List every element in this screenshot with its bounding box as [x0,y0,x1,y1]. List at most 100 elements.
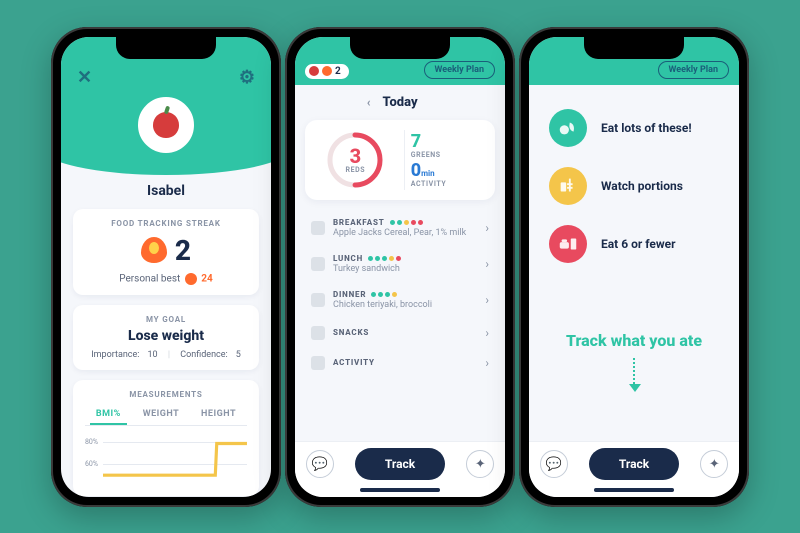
chart-line [103,432,247,497]
meal-sub: Turkey sandwich [333,264,477,274]
username: Isabel [73,183,259,199]
screen-tips: Weekly Plan Eat lots of these! Watch por… [529,37,739,497]
home-indicator [360,488,440,492]
meal-icon [311,326,325,340]
goal-title: Lose weight [85,328,247,344]
meal-icon [311,293,325,307]
gear-icon[interactable]: ⚙ [239,67,255,88]
streak-card: FOOD TRACKING STREAK 2 Personal best 24 [73,209,259,295]
measurements-label: MEASUREMENTS [85,390,247,399]
meal-icon [311,356,325,370]
dot-g [368,256,373,261]
phone-today: 2 Weekly Plan ‹ Today › 3 REDS [285,27,515,507]
date-nav: ‹ Today › [295,85,505,120]
chevron-left-icon[interactable]: ‹ [367,95,371,109]
meal-sub: Chicken teriyaki, broccoli [333,300,477,310]
chevron-right-icon: › [485,293,489,307]
weekly-plan-button[interactable]: Weekly Plan [658,61,729,79]
tip-row: Watch portions [549,167,719,205]
date-label: Today [383,95,418,110]
importance-label: Importance: [91,350,139,360]
meal-row[interactable]: LUNCH Turkey sandwich › [311,246,489,282]
meal-dots [371,292,397,297]
dot-r [396,256,401,261]
meal-name: LUNCH [333,254,363,263]
track-button[interactable]: Track [355,448,445,480]
tip-text: Eat lots of these! [601,121,692,135]
streak-pill[interactable]: 2 [305,64,349,79]
meal-row[interactable]: SNACKS › [311,318,489,348]
meal-name: BREAKFAST [333,218,385,227]
dot-r [411,220,416,225]
meal-name: ACTIVITY [333,358,375,367]
personal-best-value: 24 [201,273,212,284]
flame-dot-icon [322,66,332,76]
goal-label: MY GOAL [85,315,247,324]
tab-bmi[interactable]: BMI% [90,405,127,425]
meal-sub: Apple Jacks Cereal, Pear, 1% milk [333,228,477,238]
compass-icon[interactable]: ✦ [466,450,494,478]
reds-label: REDS [346,166,366,174]
stats-card: 3 REDS 7 GREENS 0min ACTIVITY [305,120,495,200]
chevron-right-icon: › [485,326,489,340]
home-indicator [594,488,674,492]
confidence-label: Confidence: [180,350,227,360]
avatar[interactable] [138,97,194,153]
screen-profile: ✕ ⚙ Isabel FOOD TRACKING STREAK 2 Person… [61,37,271,497]
tip-text: Eat 6 or fewer [601,237,676,251]
greens-stat: 7 GREENS [411,132,487,159]
meal-name: SNACKS [333,328,369,337]
importance-value: 10 [147,350,157,360]
close-icon[interactable]: ✕ [77,67,92,88]
reds-value: 3 [346,146,366,166]
chevron-right-icon: › [485,356,489,370]
tip-text: Watch portions [601,179,683,193]
dot-g [385,292,390,297]
track-cta: Track what you ate [529,331,739,350]
notch [116,37,216,59]
weekly-plan-button[interactable]: Weekly Plan [424,61,495,79]
flame-small-icon [185,273,197,285]
meal-row[interactable]: ACTIVITY › [311,348,489,378]
chat-icon[interactable]: 💬 [306,450,334,478]
tab-weight[interactable]: WEIGHT [137,405,186,425]
flame-icon [141,237,167,263]
streak-label: FOOD TRACKING STREAK [85,219,247,228]
meal-list: BREAKFAST Apple Jacks Cereal, Pear, 1% m… [295,200,505,388]
notch [350,37,450,59]
streak-value: 2 [175,234,191,267]
dot-y [389,256,394,261]
meal-row[interactable]: DINNER Chicken teriyaki, broccoli › [311,282,489,318]
bmi-chart: 80% 60% [85,432,247,486]
chat-icon[interactable]: 💬 [540,450,568,478]
greens-value: 7 [411,131,421,152]
compass-icon[interactable]: ✦ [700,450,728,478]
activity-label: ACTIVITY [411,180,487,188]
meal-row[interactable]: BREAKFAST Apple Jacks Cereal, Pear, 1% m… [311,210,489,246]
track-button[interactable]: Track [589,448,679,480]
dot-y [404,220,409,225]
tab-height[interactable]: HEIGHT [195,405,242,425]
dot-g [390,220,395,225]
greens-label: GREENS [411,151,487,159]
reds-ring: 3 REDS [313,130,398,190]
dot-y [392,292,397,297]
chevron-right-icon: › [485,221,489,235]
meal-icon [311,221,325,235]
activity-stat: 0min ACTIVITY [411,161,487,188]
notch [584,37,684,59]
dot-r [418,220,423,225]
dot-g [382,256,387,261]
screen-today: 2 Weekly Plan ‹ Today › 3 REDS [295,37,505,497]
confidence-value: 5 [236,350,241,360]
tip-yellow-icon [549,167,587,205]
chevron-right-icon: › [485,257,489,271]
meal-dots [368,256,401,261]
tip-row: Eat lots of these! [549,109,719,147]
meal-dots [390,220,423,225]
dot-g [397,220,402,225]
apple-icon [153,112,179,138]
activity-value: 0 [411,160,421,181]
apple-dot-icon [309,66,319,76]
meal-name: DINNER [333,290,366,299]
